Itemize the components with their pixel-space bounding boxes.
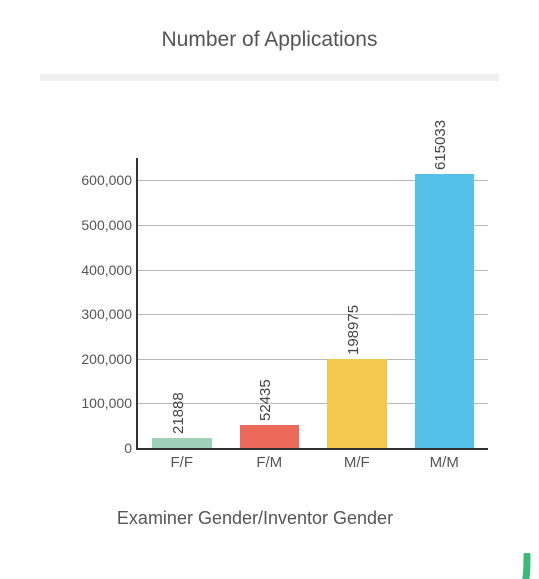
x-tick-label: M/M: [414, 454, 474, 471]
x-axis-title: Examiner Gender/Inventor Gender: [40, 508, 470, 529]
y-tick-label: 100,000: [62, 395, 132, 411]
y-tick-label: 200,000: [62, 351, 132, 367]
bar-value-label: 198975: [345, 305, 362, 355]
x-tick-label: F/F: [152, 454, 212, 471]
y-tick-label: 600,000: [62, 172, 132, 188]
bar: 615033: [415, 174, 475, 448]
y-tick-label: 300,000: [62, 306, 132, 322]
bar: 21888: [152, 438, 212, 448]
x-tick-label: F/M: [239, 454, 299, 471]
x-tick-label: M/F: [327, 454, 387, 471]
j-logo-icon: [497, 553, 533, 579]
chart-area: Number of Applications 0100,000200,00030…: [56, 158, 486, 488]
chart-title: Number of Applications: [0, 28, 539, 52]
bar-value-label: 52435: [257, 379, 274, 421]
bar-value-label: 615033: [432, 120, 449, 170]
y-tick-label: 0: [62, 440, 132, 456]
y-tick-label: 500,000: [62, 217, 132, 233]
bar: 52435: [240, 425, 300, 448]
plot-area: 0100,000200,000300,000400,000500,000600,…: [136, 158, 488, 450]
bar: 198975: [327, 359, 387, 448]
y-tick-label: 400,000: [62, 262, 132, 278]
divider: [40, 74, 499, 81]
bar-value-label: 21888: [170, 393, 187, 435]
